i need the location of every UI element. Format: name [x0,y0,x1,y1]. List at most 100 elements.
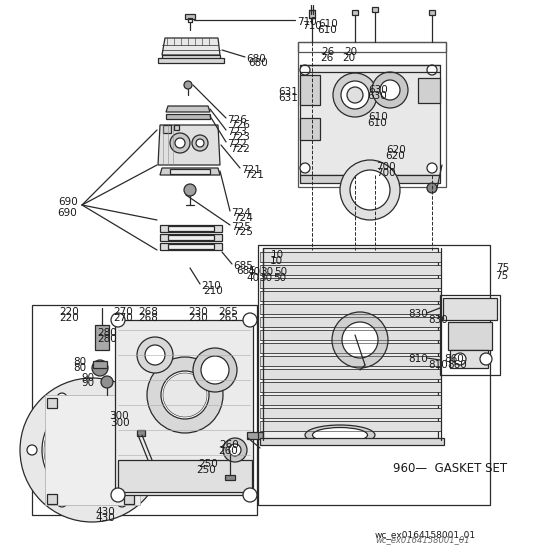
Text: 230: 230 [188,313,208,323]
Bar [260,356,441,366]
Circle shape [101,376,113,388]
Bar [260,421,441,431]
Text: 250: 250 [196,465,216,475]
Text: 210: 210 [201,281,221,291]
Text: 265: 265 [218,307,238,317]
Text: 80: 80 [73,363,86,373]
Polygon shape [170,169,210,174]
Circle shape [480,353,492,365]
Circle shape [111,313,125,327]
Bar [260,343,441,353]
Circle shape [454,353,466,365]
Text: 10: 10 [271,250,284,260]
Circle shape [341,81,369,109]
Text: 268: 268 [138,313,158,323]
Circle shape [300,163,310,173]
Circle shape [117,393,127,403]
Text: 680: 680 [246,54,266,64]
Text: wc_ex0164158001_01: wc_ex0164158001_01 [375,530,476,539]
Text: 280: 280 [97,328,116,338]
Ellipse shape [312,427,367,442]
Text: 20: 20 [344,47,357,57]
Polygon shape [160,243,222,250]
Polygon shape [166,106,210,112]
Text: 20: 20 [342,53,355,63]
Text: 260: 260 [218,446,238,456]
Text: 685: 685 [236,266,256,276]
Text: 721: 721 [241,165,261,175]
Circle shape [372,72,408,108]
Circle shape [243,313,257,327]
Text: 270: 270 [113,313,133,323]
Circle shape [137,337,173,373]
Text: 860: 860 [447,360,466,370]
Bar [300,75,320,105]
Text: 610: 610 [317,25,337,35]
Text: 724: 724 [231,208,251,218]
Bar [124,494,134,504]
Bar [93,361,107,368]
Circle shape [57,497,67,507]
Text: 90: 90 [81,373,94,383]
Bar [247,432,263,439]
Polygon shape [162,38,220,55]
Bar [95,325,109,350]
Text: 726: 726 [227,115,247,125]
Bar [309,10,315,18]
Bar [260,291,441,301]
Polygon shape [166,114,210,119]
Text: 724: 724 [233,213,253,223]
Polygon shape [158,125,220,165]
Bar [260,382,441,392]
Circle shape [192,135,208,151]
Polygon shape [160,234,222,241]
Text: 10: 10 [270,256,283,266]
Bar [260,265,441,275]
Text: 710: 710 [297,17,317,27]
Text: 75: 75 [495,271,508,281]
Bar [300,65,440,175]
Bar [118,460,252,492]
Bar [115,320,253,495]
Text: 50: 50 [273,273,286,283]
Circle shape [27,445,37,455]
Text: 721: 721 [244,170,264,180]
Bar [372,7,378,12]
Text: 630: 630 [368,85,388,95]
Text: 680: 680 [248,58,268,68]
Text: 710: 710 [302,21,322,31]
Circle shape [332,312,388,368]
Text: 80: 80 [73,357,86,367]
Bar [225,475,235,480]
Bar [47,494,57,504]
Circle shape [427,163,437,173]
Text: 610: 610 [368,112,388,122]
Text: 430: 430 [95,513,115,523]
Bar [47,398,57,408]
Text: 690: 690 [58,197,78,207]
Bar [32,305,257,515]
Polygon shape [160,168,220,175]
Text: 723: 723 [227,127,247,137]
Bar [440,295,500,375]
Circle shape [170,133,190,153]
Bar [45,395,140,505]
Circle shape [300,65,310,75]
Circle shape [111,488,125,502]
Text: 265: 265 [218,313,238,323]
Bar [260,304,441,314]
Text: 40: 40 [246,273,259,283]
Bar [258,245,490,505]
Text: 300: 300 [109,411,129,421]
Bar [260,330,441,340]
Bar [137,430,145,436]
Bar [448,322,492,350]
Bar [260,317,441,327]
Text: 610: 610 [318,19,338,29]
Text: 690: 690 [57,208,77,218]
Bar [298,42,446,52]
Bar [352,10,358,15]
Text: 810: 810 [428,360,448,370]
Polygon shape [158,58,224,63]
Circle shape [92,360,108,376]
